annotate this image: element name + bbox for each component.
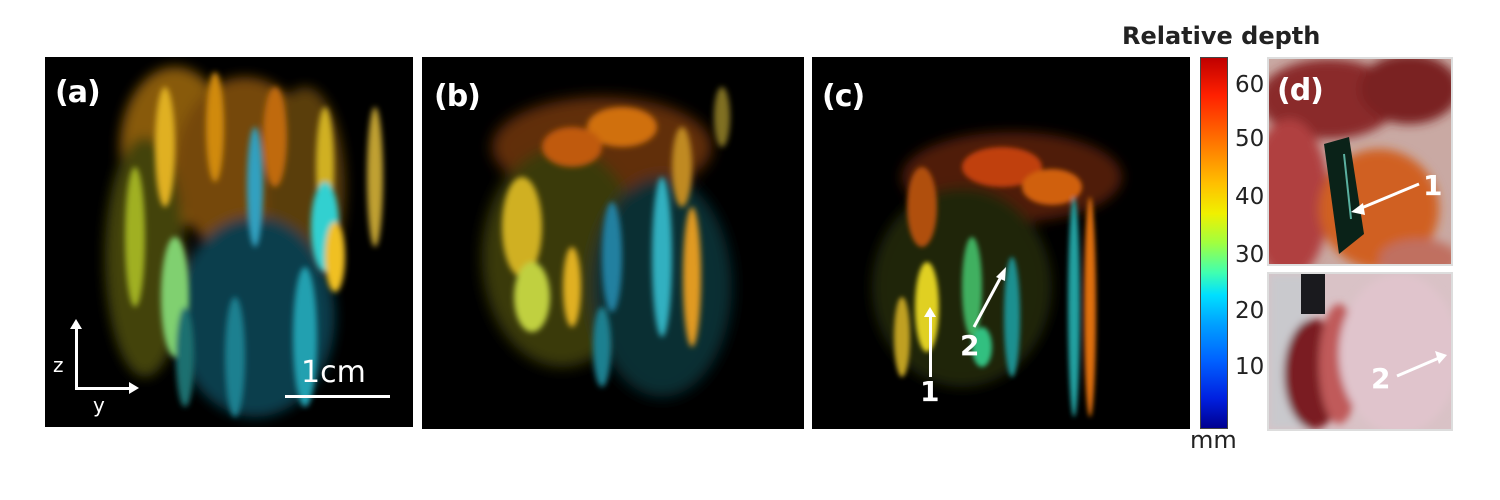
depth-colorbar [1200,57,1228,429]
colorbar-tick-60: 60 [1235,72,1265,98]
photo-d-bottom: 2 [1267,272,1453,431]
axis-y-label: y [93,393,105,417]
axis-z-arrowhead-icon [70,319,82,329]
vessel-depth-map-c [872,132,1122,417]
photo-arrow-2-icon [1396,351,1447,378]
arrow-1-head-icon [924,307,936,317]
colorbar-tick-30: 30 [1235,242,1265,268]
panel-c-image: (c) 1 2 [812,57,1190,429]
axis-y-arrowhead-icon [129,382,139,394]
panel-b-image: (b) [422,57,804,429]
colorbar-unit: mm [1190,426,1237,454]
photo-arrow-1-icon [1351,182,1420,215]
axis-z-arrow [75,327,78,389]
vessel-depth-map-b [482,87,732,397]
scale-bar [285,395,390,398]
photo-d-top: (d) 1 [1267,57,1453,266]
colorbar-tick-20: 20 [1235,298,1265,324]
arrow-1-label: 1 [920,375,940,408]
colorbar-tick-40: 40 [1235,184,1265,210]
photo-arrow-1-label: 1 [1423,169,1443,202]
panel-b-label: (b) [434,79,481,114]
axis-z-label: z [53,353,64,377]
colorbar-tick-10: 10 [1235,354,1265,380]
colorbar-tick-50: 50 [1235,126,1265,152]
panel-d-label: (d) [1277,73,1324,108]
colorbar-title: Relative depth [1122,22,1321,50]
arrow-2-label: 2 [960,329,980,362]
photo-arrow-2-label: 2 [1371,362,1391,395]
tissue-photo-top [1269,59,1451,264]
tissue-photo-bottom [1269,274,1451,429]
panel-a-image: (a) 1cm z y [45,57,413,427]
panel-a-label: (a) [55,75,101,110]
axis-y-arrow [75,387,130,390]
scale-bar-label: 1cm [301,355,366,390]
vessel-depth-map-a [105,67,383,417]
panel-c-label: (c) [822,79,865,114]
arrow-1-shaft [929,315,932,377]
